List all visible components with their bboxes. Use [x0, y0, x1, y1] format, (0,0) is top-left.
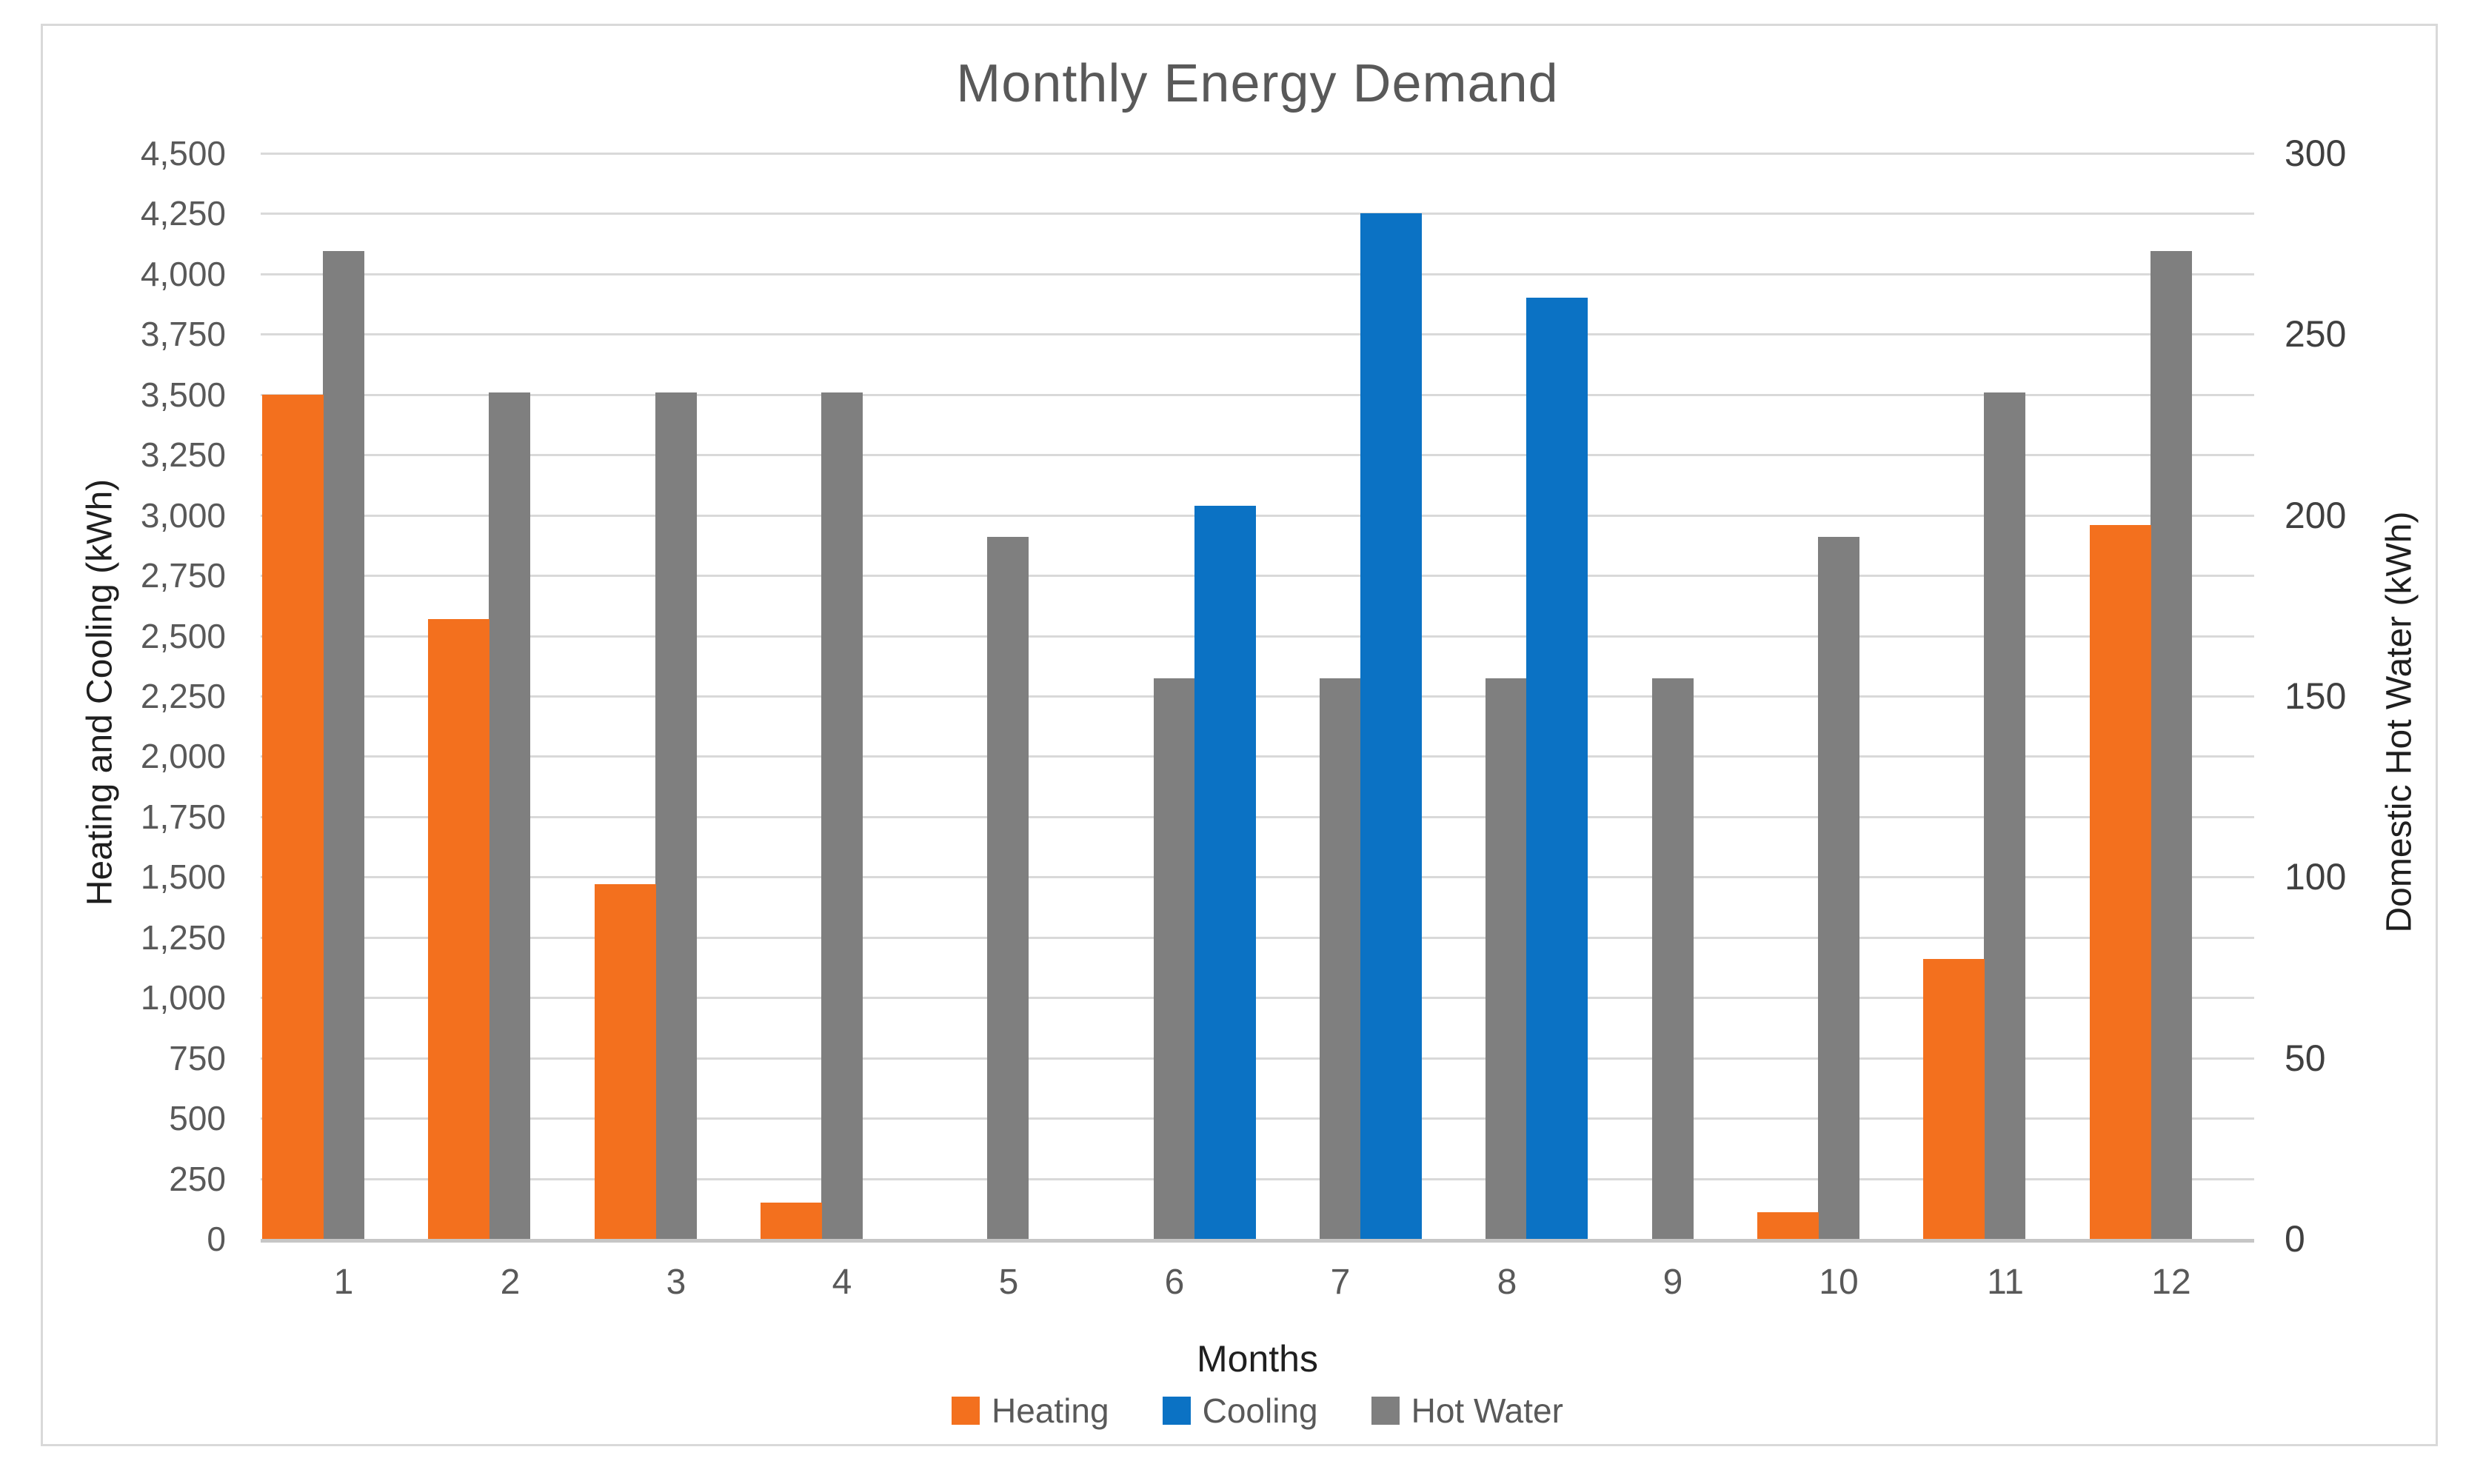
bar-hotwater-11 — [1984, 392, 2025, 1239]
gridline — [261, 515, 2254, 517]
x-axis-tick: 2 — [500, 1263, 521, 1302]
y-axis-tick-left: 1,750 — [140, 798, 226, 836]
gridline — [261, 876, 2254, 878]
y-axis-tick-right: 50 — [2285, 1037, 2326, 1079]
x-axis-tick: 10 — [1819, 1263, 1859, 1302]
y-axis-tick-left: 2,000 — [140, 737, 226, 775]
gridline — [261, 635, 2254, 638]
y-axis-tick-left: 500 — [169, 1099, 226, 1137]
x-axis-title: Months — [1197, 1338, 1318, 1380]
bar-hotwater-1 — [323, 251, 364, 1239]
y-axis-tick-left: 1,000 — [140, 978, 226, 1017]
y-axis-tick-left: 1,250 — [140, 918, 226, 957]
gridline — [261, 273, 2254, 275]
left-axis-title: Heating and Cooling (kWh) — [80, 478, 120, 906]
y-axis-tick-left: 3,000 — [140, 496, 226, 535]
gridline — [261, 333, 2254, 335]
x-axis-tick: 12 — [2151, 1263, 2191, 1302]
y-axis-tick-left: 2,250 — [140, 677, 226, 715]
gridline — [261, 1057, 2254, 1060]
y-axis-tick-right: 250 — [2285, 313, 2347, 355]
bar-hotwater-6 — [1154, 678, 1195, 1239]
bar-hotwater-7 — [1320, 678, 1361, 1239]
bar-cooling-8 — [1526, 298, 1588, 1239]
bar-heating-1 — [262, 395, 324, 1239]
chart-title: Monthly Energy Demand — [956, 54, 1559, 113]
gridline — [261, 575, 2254, 577]
legend-swatch-icon — [952, 1397, 980, 1425]
bar-heating-3 — [595, 884, 656, 1239]
bar-cooling-6 — [1194, 506, 1256, 1239]
x-axis-tick: 4 — [832, 1263, 852, 1302]
y-axis-tick-left: 250 — [169, 1160, 226, 1198]
bar-hotwater-5 — [987, 537, 1029, 1239]
y-axis-tick-left: 3,500 — [140, 375, 226, 414]
bar-cooling-7 — [1360, 213, 1422, 1239]
bar-hotwater-8 — [1486, 678, 1527, 1239]
y-axis-tick-left: 750 — [169, 1039, 226, 1077]
legend-item-heating: Heating — [952, 1391, 1109, 1431]
bar-heating-11 — [1923, 959, 1985, 1239]
gridline — [261, 816, 2254, 818]
legend-swatch-icon — [1162, 1397, 1191, 1425]
gridline — [261, 153, 2254, 155]
gridline — [261, 755, 2254, 758]
gridline — [261, 1117, 2254, 1120]
right-axis-title: Domestic Hot Water (kWh) — [2379, 511, 2419, 933]
y-axis-tick-left: 4,000 — [140, 255, 226, 293]
bar-hotwater-3 — [655, 392, 697, 1239]
x-axis-tick: 11 — [1987, 1263, 2024, 1302]
bar-hotwater-9 — [1652, 678, 1694, 1239]
gridline — [261, 937, 2254, 939]
bar-hotwater-4 — [821, 392, 863, 1239]
y-axis-tick-left: 4,500 — [140, 134, 226, 173]
bar-heating-10 — [1757, 1212, 1819, 1239]
legend: Heating Cooling Hot Water — [261, 1391, 2254, 1431]
legend-item-hotwater: Hot Water — [1371, 1391, 1563, 1431]
y-axis-tick-left: 3,250 — [140, 435, 226, 474]
y-axis-tick-right: 300 — [2285, 133, 2347, 174]
gridline — [261, 394, 2254, 396]
legend-swatch-icon — [1371, 1397, 1400, 1425]
gridline — [261, 454, 2254, 456]
y-axis-tick-left: 2,750 — [140, 556, 226, 595]
gridline — [261, 997, 2254, 999]
bar-hotwater-2 — [489, 392, 530, 1239]
x-axis-tick: 5 — [998, 1263, 1019, 1302]
legend-label: Hot Water — [1411, 1391, 1563, 1430]
x-axis-tick: 1 — [333, 1263, 354, 1302]
x-axis-tick: 8 — [1497, 1263, 1517, 1302]
gridline — [261, 1178, 2254, 1180]
gridline — [261, 213, 2254, 215]
x-axis-line — [261, 1239, 2254, 1243]
y-axis-tick-left: 3,750 — [140, 315, 226, 353]
y-axis-tick-right: 100 — [2285, 856, 2347, 898]
bar-heating-2 — [428, 619, 489, 1239]
y-axis-tick-right: 150 — [2285, 675, 2347, 717]
bar-heating-12 — [2090, 525, 2151, 1239]
bar-hotwater-10 — [1818, 537, 1859, 1239]
legend-item-cooling: Cooling — [1162, 1391, 1318, 1431]
y-axis-tick-left: 4,250 — [140, 194, 226, 233]
legend-label: Cooling — [1202, 1391, 1318, 1430]
legend-label: Heating — [992, 1391, 1109, 1430]
x-axis-tick: 7 — [1330, 1263, 1351, 1302]
bar-heating-4 — [761, 1203, 822, 1239]
x-axis-tick: 6 — [1164, 1263, 1185, 1302]
y-axis-tick-left: 1,500 — [140, 858, 226, 896]
x-axis-tick: 3 — [666, 1263, 686, 1302]
bar-hotwater-12 — [2151, 251, 2192, 1239]
gridline — [261, 695, 2254, 698]
y-axis-tick-right: 0 — [2285, 1218, 2305, 1260]
x-axis-tick: 9 — [1662, 1263, 1683, 1302]
y-axis-tick-left: 2,500 — [140, 617, 226, 655]
y-axis-tick-left: 0 — [207, 1220, 226, 1258]
y-axis-tick-right: 200 — [2285, 495, 2347, 536]
